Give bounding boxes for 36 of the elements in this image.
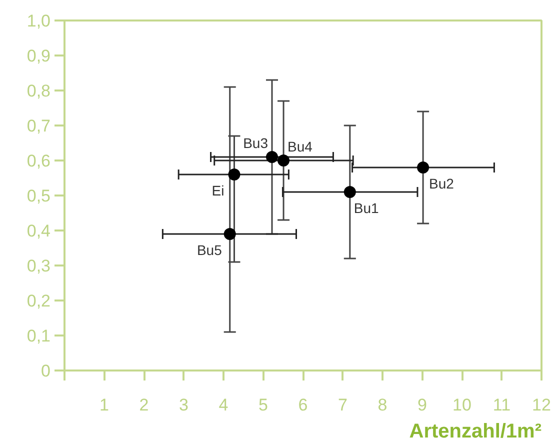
y-tick-label: 0,6 [26,152,51,170]
y-tick-label: 0,1 [26,326,51,346]
x-tick-label: 9 [418,396,427,414]
x-tick-label: 7 [338,396,348,414]
x-tick-label: 2 [139,396,149,414]
x-tick-label: 4 [218,396,228,414]
y-tick-label: 0,7 [26,116,51,136]
x-tick-label: 6 [298,396,308,414]
annotation: Bu3 [243,135,268,151]
annotation: Bu2 [429,176,454,192]
x-tick-label: 10 [452,396,472,414]
x-tick-label: 5 [258,396,268,414]
y-tick-label: 0,8 [26,82,51,100]
point [417,162,430,174]
x-tick-label: 8 [378,396,388,414]
y-tick-label: 0,9 [26,46,51,66]
y-tick-label: 0,2 [26,292,51,310]
point [224,228,236,240]
x-axis-title: Artenzahl/1m² [409,420,542,442]
point [228,168,240,180]
x-tick-label: 12 [532,396,551,414]
point [278,154,290,166]
point [344,186,356,198]
y-tick-label: 0,3 [26,256,51,276]
x-tick-label: 11 [492,396,511,414]
y-tick-label: 0 [41,362,51,380]
x-tick-label: 1 [100,396,109,414]
x-tick-label: 3 [179,396,188,414]
y-tick-label: 0,5 [26,186,51,206]
annotation: Bu5 [196,242,222,258]
annotation: Bu4 [288,138,313,154]
y-tick-label: 0,4 [26,222,51,240]
y-tick-label: 1,0 [26,12,51,30]
point [266,151,278,163]
annotation: Ei [212,182,224,198]
annotation: Bu1 [354,200,380,216]
